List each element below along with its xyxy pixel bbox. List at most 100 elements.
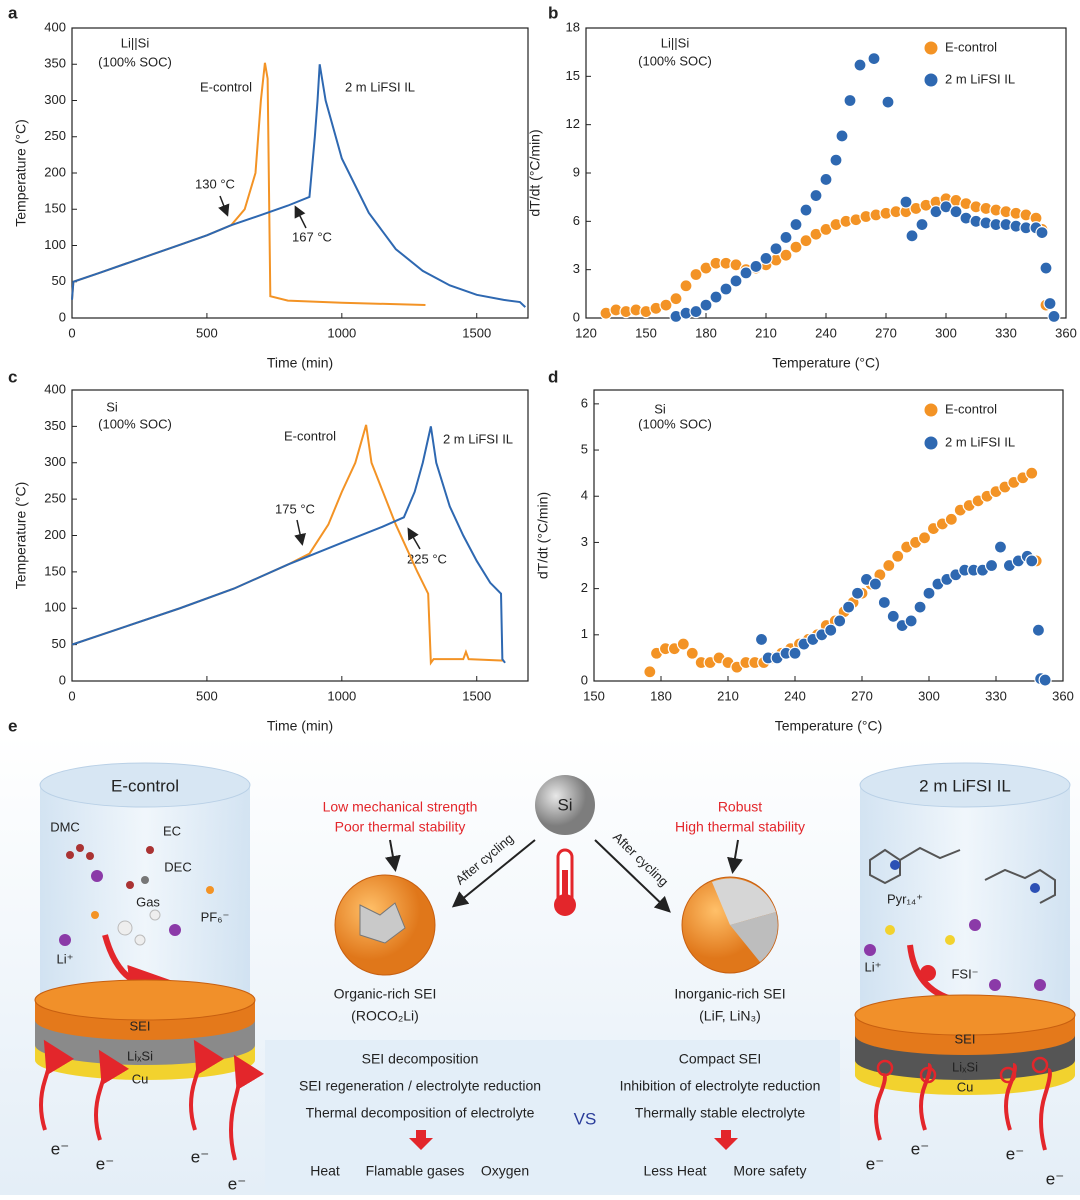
layer-label: Cu [957, 1079, 974, 1094]
y-tick-label: 3 [573, 261, 580, 276]
x-tick-label: 1500 [462, 688, 491, 703]
left-cylinder: E-control DMC EC DEC Gas PF₆⁻ Li⁺ SEI Li… [34, 762, 264, 1193]
y-tick-label: 100 [44, 237, 66, 252]
y-tick-label: 200 [44, 164, 66, 179]
y-tick-label: 50 [52, 273, 66, 288]
point [643, 665, 657, 679]
electron-label: e⁻ [191, 1147, 209, 1166]
y-tick-label: 250 [44, 128, 66, 143]
x-tick-label: 0 [68, 325, 75, 340]
point [841, 600, 856, 614]
outcome: Heat [310, 1163, 340, 1179]
molecule-label: EC [163, 823, 181, 838]
annotation: Li||Si [661, 35, 690, 50]
legend-label: E-control [945, 401, 997, 416]
point [689, 267, 703, 282]
legend-swatch [923, 402, 939, 418]
point [779, 230, 793, 245]
point [699, 298, 713, 312]
x-tick-label: 360 [1052, 688, 1074, 703]
electron-label: e⁻ [51, 1139, 69, 1158]
x-tick-label: 270 [875, 325, 897, 340]
property: Low mechanical strength [323, 799, 478, 815]
point [709, 290, 723, 304]
annotation: (100% SOC) [638, 416, 712, 431]
property: Poor thermal stability [335, 819, 466, 835]
series-line [71, 426, 506, 664]
legend-swatch [923, 435, 939, 451]
molecule-label: Li⁺ [865, 959, 882, 974]
point [829, 153, 843, 167]
point [913, 600, 927, 614]
outcome: Flamable gases [366, 1163, 465, 1179]
point [904, 614, 918, 628]
point [905, 229, 919, 243]
y-tick-label: 3 [581, 534, 588, 549]
point [1038, 673, 1052, 687]
point [882, 558, 896, 573]
point [669, 292, 683, 306]
annotation: 175 °C [275, 501, 315, 516]
series-line [71, 62, 426, 306]
point [1043, 296, 1057, 311]
x-tick-label: 120 [575, 325, 597, 340]
right-cylinder: 2 m LiFSI IL Pyr₁₄⁺ Li⁺ FSI⁻ SEI LiₓSi C… [854, 762, 1076, 1188]
x-tick-label: 330 [985, 688, 1007, 703]
point [833, 614, 847, 628]
point [789, 240, 803, 254]
panel-label: d [548, 367, 558, 386]
layer-label: LiₓSi [952, 1059, 978, 1074]
annotation-arrow [294, 519, 306, 546]
y-tick-label: 0 [573, 309, 580, 324]
annotation-arrow [294, 205, 307, 229]
point [676, 637, 690, 651]
annotation: 225 °C [407, 551, 447, 566]
molecule-label: Li⁺ [57, 951, 74, 966]
mechanism: Thermal decomposition of electrolyte [306, 1105, 535, 1121]
x-tick-label: 270 [851, 688, 873, 703]
point [891, 549, 905, 563]
y-tick-label: 100 [44, 600, 66, 615]
point [868, 577, 883, 591]
legend-label: E-control [945, 39, 997, 54]
electron-label: e⁻ [866, 1154, 884, 1173]
x-tick-label: 240 [815, 325, 837, 340]
point [1031, 623, 1046, 637]
annotation: Si [106, 399, 118, 414]
annotation: (100% SOC) [98, 54, 172, 69]
x-tick-label: 1000 [327, 688, 356, 703]
series-label: E-control [284, 428, 336, 443]
sei-label: (ROCO₂Li) [351, 1008, 419, 1024]
y-axis-label: Temperature (°C) [13, 119, 29, 227]
legend-swatch [923, 72, 939, 88]
x-tick-label: 1500 [462, 325, 491, 340]
point [759, 251, 773, 265]
property: High thermal stability [675, 819, 805, 835]
point [809, 188, 823, 203]
molecule-label: FSI⁻ [951, 966, 978, 981]
legend-label: 2 m LiFSI IL [945, 434, 1015, 449]
point [853, 58, 867, 72]
electron-label: e⁻ [228, 1174, 246, 1193]
annotation: (100% SOC) [638, 53, 712, 68]
panel-label: e [8, 716, 17, 735]
panel-label: b [548, 3, 558, 22]
plot-frame [593, 389, 1064, 682]
x-tick-label: 150 [635, 325, 657, 340]
point [867, 52, 881, 66]
annotation: Si [654, 401, 666, 416]
layer-label: Cu [132, 1071, 149, 1086]
molecule-label: DEC [164, 859, 191, 874]
molecule-label: Gas [136, 894, 160, 909]
annotation-arrow [218, 195, 230, 217]
layer-label: LiₓSi [127, 1048, 153, 1063]
point [886, 609, 900, 623]
electron-label: e⁻ [911, 1139, 929, 1158]
point [917, 531, 932, 545]
mechanism: Inhibition of electrolyte reduction [620, 1078, 821, 1094]
cylinder-title: E-control [111, 776, 179, 795]
property: Robust [718, 799, 762, 815]
mechanism: SEI regeneration / electrolyte reduction [299, 1078, 541, 1094]
